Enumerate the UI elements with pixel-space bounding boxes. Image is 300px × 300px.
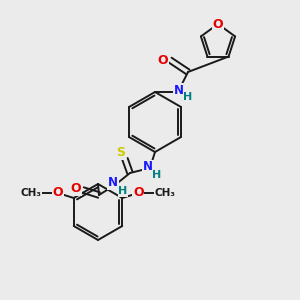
Text: O: O [158,53,168,67]
Text: CH₃: CH₃ [20,188,41,198]
Text: N: N [174,83,184,97]
Text: H: H [118,186,127,196]
Text: O: O [133,185,144,199]
Text: S: S [116,146,125,160]
Text: N: N [143,160,153,173]
Text: H: H [183,92,193,102]
Text: O: O [71,182,81,196]
Text: O: O [52,185,63,199]
Text: CH₃: CH₃ [155,188,176,198]
Text: O: O [213,17,223,31]
Text: H: H [152,170,162,180]
Text: N: N [108,176,118,190]
